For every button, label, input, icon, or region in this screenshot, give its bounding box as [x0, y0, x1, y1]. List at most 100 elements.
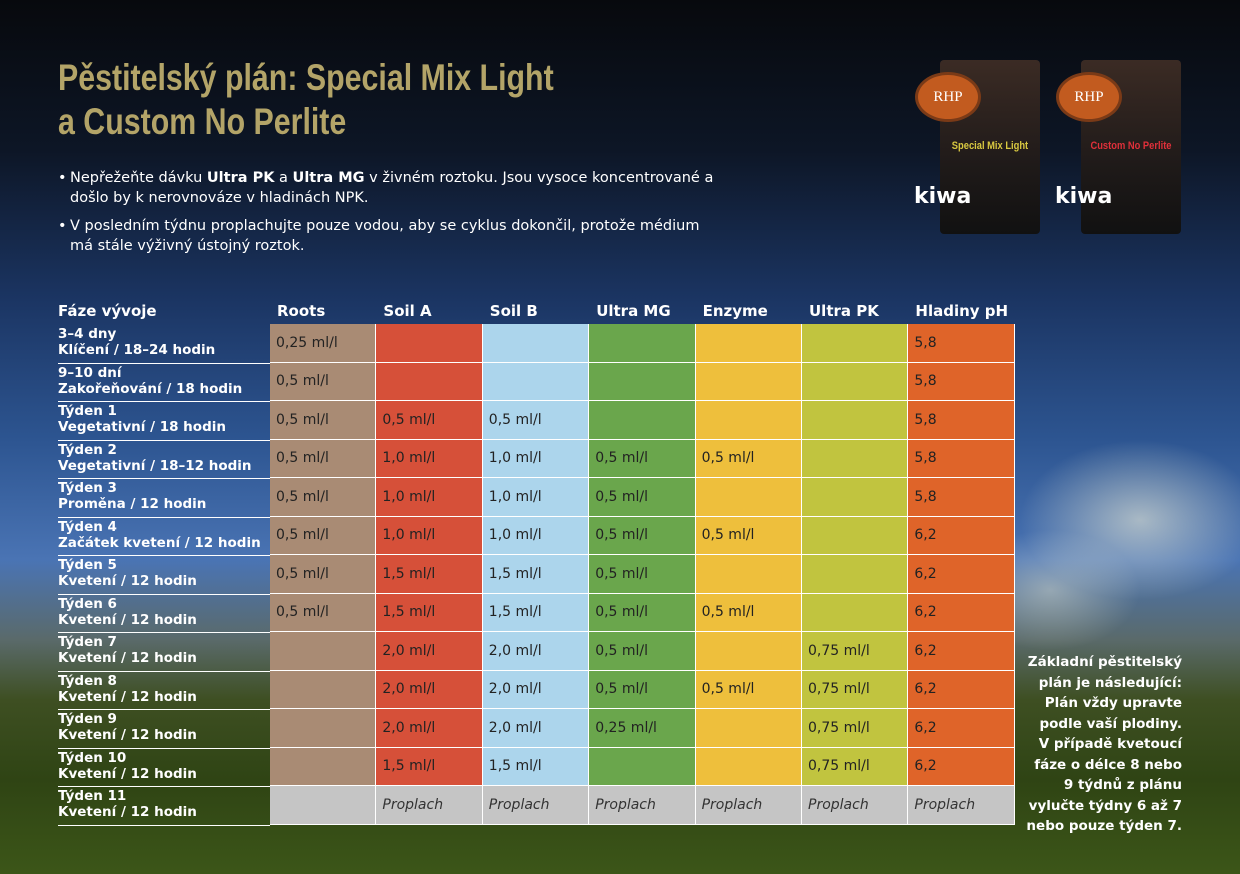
table-cell — [802, 362, 909, 401]
phase-line: Týden 9 — [58, 711, 117, 727]
table-cell: 0,75 ml/l — [802, 747, 909, 786]
title-line: a Custom No Perlite — [58, 101, 347, 142]
table-cell: 1,0 ml/l — [482, 516, 590, 555]
table-cell: 6,2 — [908, 670, 1015, 709]
phase-line: Týden 11 — [58, 788, 127, 804]
table-cell: 5,8 — [908, 401, 1015, 440]
phase-line: 9–10 dní — [58, 364, 122, 381]
table-cell: 0,75 ml/l — [802, 670, 909, 709]
table-cell — [589, 401, 696, 440]
phase-line: Kvetení / 12 hodin — [58, 727, 197, 743]
note-line: Plán vždy upravte — [1044, 695, 1182, 711]
table-cell — [695, 709, 802, 748]
table-cell: 0,5 ml/l — [695, 516, 802, 555]
table-cell: 0,5 ml/l — [270, 362, 377, 401]
table-cell: 0,25 ml/l — [270, 324, 377, 363]
table-cell: 0,5 ml/l — [695, 670, 802, 709]
table-cell — [270, 747, 377, 786]
table-cell: 0,5 ml/l — [589, 439, 696, 478]
bullet-text: Ultra MG — [292, 170, 365, 186]
table-cell: 2,0 ml/l — [376, 709, 483, 748]
table-cell: 1,0 ml/l — [376, 516, 483, 555]
table-cell: 1,5 ml/l — [376, 747, 483, 786]
phase-line: Kvetení / 12 hodin — [58, 650, 197, 666]
table-cell — [802, 324, 909, 363]
note-line: vylučte týdny 6 až 7 — [1028, 797, 1182, 814]
table-cell — [802, 439, 909, 478]
phase-label: Týden 11 Kvetení / 12 hodin — [58, 788, 270, 826]
table-cell: 5,8 — [908, 324, 1015, 363]
table-cell — [802, 593, 909, 632]
table-cell — [695, 324, 802, 363]
table-cell: 0,75 ml/l — [802, 709, 909, 748]
table-cell: 1,0 ml/l — [482, 478, 590, 517]
phase-line: Týden 3 — [58, 480, 117, 496]
note-line: nebo pouze týden 7. — [1026, 818, 1182, 834]
phase-label: Týden 8 Kvetení / 12 hodin — [58, 673, 270, 710]
table-cell — [802, 478, 909, 517]
table-cell: Proplach — [482, 786, 590, 825]
table-cell: 0,5 ml/l — [376, 401, 483, 440]
table-cell — [270, 632, 377, 671]
bullet-text: Ultra PK — [206, 170, 275, 186]
bullet-text: a — [274, 170, 293, 186]
note-line: V případě kvetoucí — [1038, 736, 1182, 752]
table-cell: Proplach — [908, 786, 1015, 825]
table-cell: 1,5 ml/l — [376, 593, 483, 632]
column-header: Enzyme — [702, 302, 768, 320]
table-cell: 2,0 ml/l — [376, 670, 483, 709]
table-cell: 2,0 ml/l — [482, 632, 590, 671]
table-cell: 2,0 ml/l — [482, 670, 590, 709]
table-cell: 0,5 ml/l — [589, 670, 696, 709]
phase-line: Týden 6 — [58, 595, 117, 612]
column-header: Hladiny pH — [915, 302, 1009, 320]
phase-line: 3–4 dny — [58, 326, 117, 342]
table-cell: 0,25 ml/l — [589, 709, 696, 748]
column-header: Soil B — [489, 302, 538, 320]
phase-line: Kvetení / 12 hodin — [58, 688, 197, 705]
phase-label: Týden 3 Proměna / 12 hodin — [58, 480, 270, 518]
phase-line: Týden 10 — [58, 749, 127, 766]
phase-line: Kvetení / 12 hodin — [58, 765, 197, 782]
phase-label: Týden 4 Začátek kvetení / 12 hodin — [58, 519, 270, 556]
bullet-text: V posledním týdnu proplachujte pouze vod… — [70, 218, 700, 254]
table-cell: 6,2 — [908, 555, 1015, 594]
title: Pěstitelský plán: Special Mix Light a Cus… — [58, 56, 554, 144]
phase-line: Vegetativní / 18–12 hodin — [58, 457, 252, 474]
bullet: V posledním týdnu proplachujte pouze vod… — [58, 216, 718, 256]
phase-label: Týden 9 Kvetení / 12 hodin — [58, 711, 270, 749]
table-cell — [695, 747, 802, 786]
title-line: Pěstitelský plán: Special Mix Light — [58, 57, 554, 98]
table-cell: 0,5 ml/l — [270, 593, 377, 632]
table-cell: 1,0 ml/l — [482, 439, 590, 478]
bullet-text: v živném roztoku. Jsou vysoce koncentrov… — [70, 170, 714, 206]
brand-logo: RHP — [915, 72, 981, 122]
table-cell — [695, 362, 802, 401]
table-cell: 1,5 ml/l — [482, 747, 590, 786]
phase-line: Kvetení / 12 hodin — [58, 611, 197, 628]
phase-line: Kvetení / 12 hodin — [58, 573, 197, 589]
phase-label: Týden 2 Vegetativní / 18–12 hodin — [58, 442, 270, 479]
phase-line: Klíčení / 18–24 hodin — [58, 342, 216, 358]
note-line: plán je následující: — [1038, 674, 1182, 691]
table-cell: 0,5 ml/l — [482, 401, 590, 440]
table-cell: 1,0 ml/l — [376, 478, 483, 517]
table-cell: 0,5 ml/l — [270, 401, 377, 440]
table-cell: 0,5 ml/l — [270, 555, 377, 594]
table-cell: 0,5 ml/l — [695, 439, 802, 478]
product-name: Special Mix Light — [951, 140, 1029, 152]
note: Základní pěstitelský plán je následující:… — [1026, 652, 1182, 837]
table-cell: 0,75 ml/l — [802, 632, 909, 671]
brand-logo: RHP — [1056, 72, 1122, 122]
phase-label: 3–4 dny Klíčení / 18–24 hodin — [58, 326, 270, 364]
table-cell — [482, 362, 590, 401]
table-cell: Proplach — [376, 786, 483, 825]
note-line: fáze o délce 8 nebo — [1034, 756, 1182, 773]
table-cell — [802, 516, 909, 555]
phase-line: Zakořeňování / 18 hodin — [58, 380, 243, 397]
bullet-text: Nepřežeňte dávku — [70, 170, 207, 186]
phase-label: Týden 5 Kvetení / 12 hodin — [58, 557, 270, 595]
table-cell: 5,8 — [908, 478, 1015, 517]
table-cell: 0,5 ml/l — [270, 478, 377, 517]
